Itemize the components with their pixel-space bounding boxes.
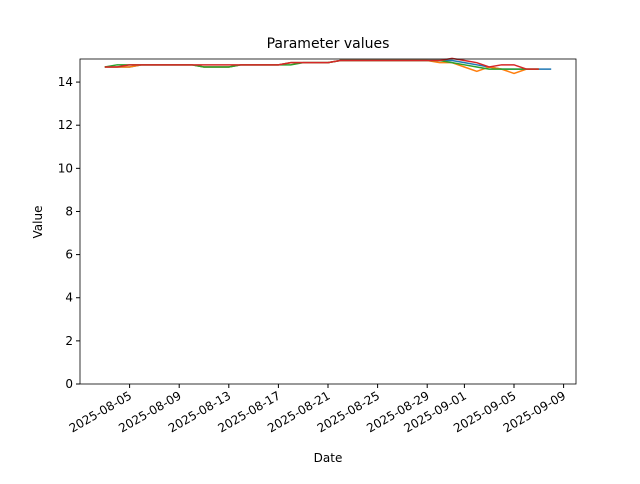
y-tick-label: 2 xyxy=(65,334,73,348)
y-tick-label: 0 xyxy=(65,377,73,391)
y-tick-label: 10 xyxy=(58,161,73,175)
chart-title: Parameter values xyxy=(267,36,390,52)
y-tick-label: 12 xyxy=(58,118,73,132)
y-tick-label: 6 xyxy=(65,248,73,262)
series-line xyxy=(104,57,539,70)
y-tick-label: 8 xyxy=(65,204,73,218)
y-axis-label: Value xyxy=(31,206,45,239)
y-tick-label: 4 xyxy=(65,291,73,305)
x-axis-label: Date xyxy=(314,451,343,465)
plot-frame xyxy=(79,58,577,385)
y-tick-label: 14 xyxy=(58,75,73,89)
